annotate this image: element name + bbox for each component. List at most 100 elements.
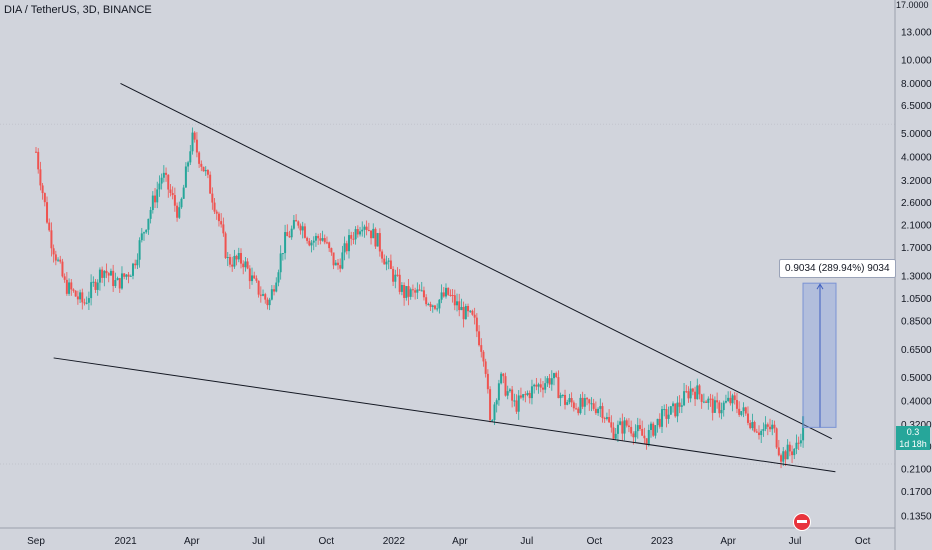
- trendline-lower: [53, 357, 836, 473]
- candle-body: [222, 224, 225, 234]
- candle-body: [35, 151, 37, 153]
- candle-body: [215, 211, 218, 214]
- candle-body: [497, 383, 500, 401]
- candle-body: [147, 218, 150, 230]
- candle-body: [43, 193, 46, 203]
- candle-body: [74, 290, 77, 297]
- candle-body: [535, 384, 538, 387]
- y-tick-label: 0.8500: [901, 317, 932, 328]
- candle-body: [418, 289, 421, 291]
- candle-body: [367, 229, 370, 231]
- candle-body: [61, 261, 64, 277]
- candle-body: [630, 426, 633, 434]
- candle-body: [180, 198, 183, 208]
- candle-body: [504, 376, 507, 396]
- candle-body: [160, 177, 163, 184]
- candle-body: [345, 243, 348, 252]
- candle-body: [239, 253, 242, 264]
- candle-body: [98, 269, 101, 283]
- candle-body: [352, 238, 355, 240]
- candle-body: [570, 398, 573, 403]
- measure-tool[interactable]: [802, 282, 837, 428]
- candle-body: [151, 195, 154, 211]
- candle-body: [795, 442, 798, 449]
- candle-body: [614, 433, 617, 439]
- candle-body: [658, 418, 661, 427]
- candle-body: [511, 389, 514, 401]
- candle-body: [663, 409, 666, 411]
- candle-body: [440, 292, 443, 300]
- candle-body: [685, 391, 688, 393]
- candle-body: [760, 430, 763, 436]
- candle-body: [288, 236, 291, 238]
- candle-body: [268, 299, 271, 306]
- candle-body: [564, 394, 567, 405]
- candle-body: [231, 264, 234, 267]
- candle-body: [797, 442, 800, 444]
- candle-body: [81, 292, 84, 303]
- candle-body: [154, 195, 157, 203]
- y-tick-label: 4.0000: [901, 152, 932, 163]
- candle-body: [165, 172, 168, 175]
- candle-body: [471, 310, 474, 315]
- candle-body: [54, 254, 57, 261]
- candle-body: [661, 409, 664, 427]
- candle-body: [162, 172, 165, 178]
- candle-body: [83, 302, 86, 304]
- candle-body: [354, 229, 357, 240]
- candle-body: [92, 281, 95, 283]
- trendline-upper: [120, 83, 832, 440]
- candle-body: [645, 438, 648, 445]
- candle-body: [740, 411, 743, 415]
- candle-body: [724, 400, 727, 403]
- y-tick-label: 2.1000: [901, 221, 932, 232]
- y-tick-label: 6.5000: [901, 101, 932, 112]
- candle-body: [716, 400, 719, 403]
- candle-body: [235, 255, 238, 260]
- candle-body: [348, 235, 351, 252]
- chart-title: DIA / TetherUS, 3D, BINANCE: [4, 4, 152, 16]
- candle-body: [462, 306, 465, 320]
- candle-body: [575, 408, 578, 410]
- candle-body: [143, 232, 146, 234]
- candle-body: [101, 269, 104, 278]
- candle-body: [198, 152, 201, 164]
- candle-body: [398, 274, 401, 292]
- candle-body: [270, 289, 273, 300]
- candle-body: [167, 174, 170, 190]
- candle-body: [539, 384, 542, 388]
- candle-body: [464, 305, 467, 320]
- candle-body: [319, 238, 322, 241]
- candle-body: [308, 240, 311, 246]
- candle-body: [647, 430, 650, 445]
- candle-body: [414, 290, 417, 293]
- measure-label: 0.9034 (289.94%) 9034: [779, 259, 896, 278]
- candle-body: [469, 310, 472, 312]
- y-tick-label: 8.0000: [901, 79, 932, 90]
- candle-body: [698, 385, 701, 395]
- candle-body: [517, 395, 520, 412]
- candle-body: [70, 282, 73, 290]
- candle-body: [711, 398, 714, 413]
- candle-body: [436, 308, 439, 310]
- candle-body: [603, 418, 606, 420]
- x-tick-label: Apr: [720, 536, 736, 547]
- candle-body: [612, 427, 615, 439]
- candle-body: [284, 232, 287, 254]
- candle-body: [246, 261, 249, 269]
- candle-body: [383, 258, 386, 265]
- candle-body: [136, 259, 139, 266]
- candle-body: [63, 276, 66, 280]
- candle-body: [625, 420, 628, 426]
- candle-body: [39, 169, 42, 186]
- candle-body: [484, 361, 487, 374]
- candle-body: [608, 417, 611, 423]
- candle-body: [566, 402, 569, 405]
- candle-body: [738, 408, 741, 415]
- candle-body: [65, 279, 68, 294]
- trendlines[interactable]: [53, 83, 836, 473]
- us-flag-icon[interactable]: [793, 513, 811, 531]
- candle-body: [178, 207, 181, 218]
- countdown-tag: 1d 18h: [896, 439, 930, 450]
